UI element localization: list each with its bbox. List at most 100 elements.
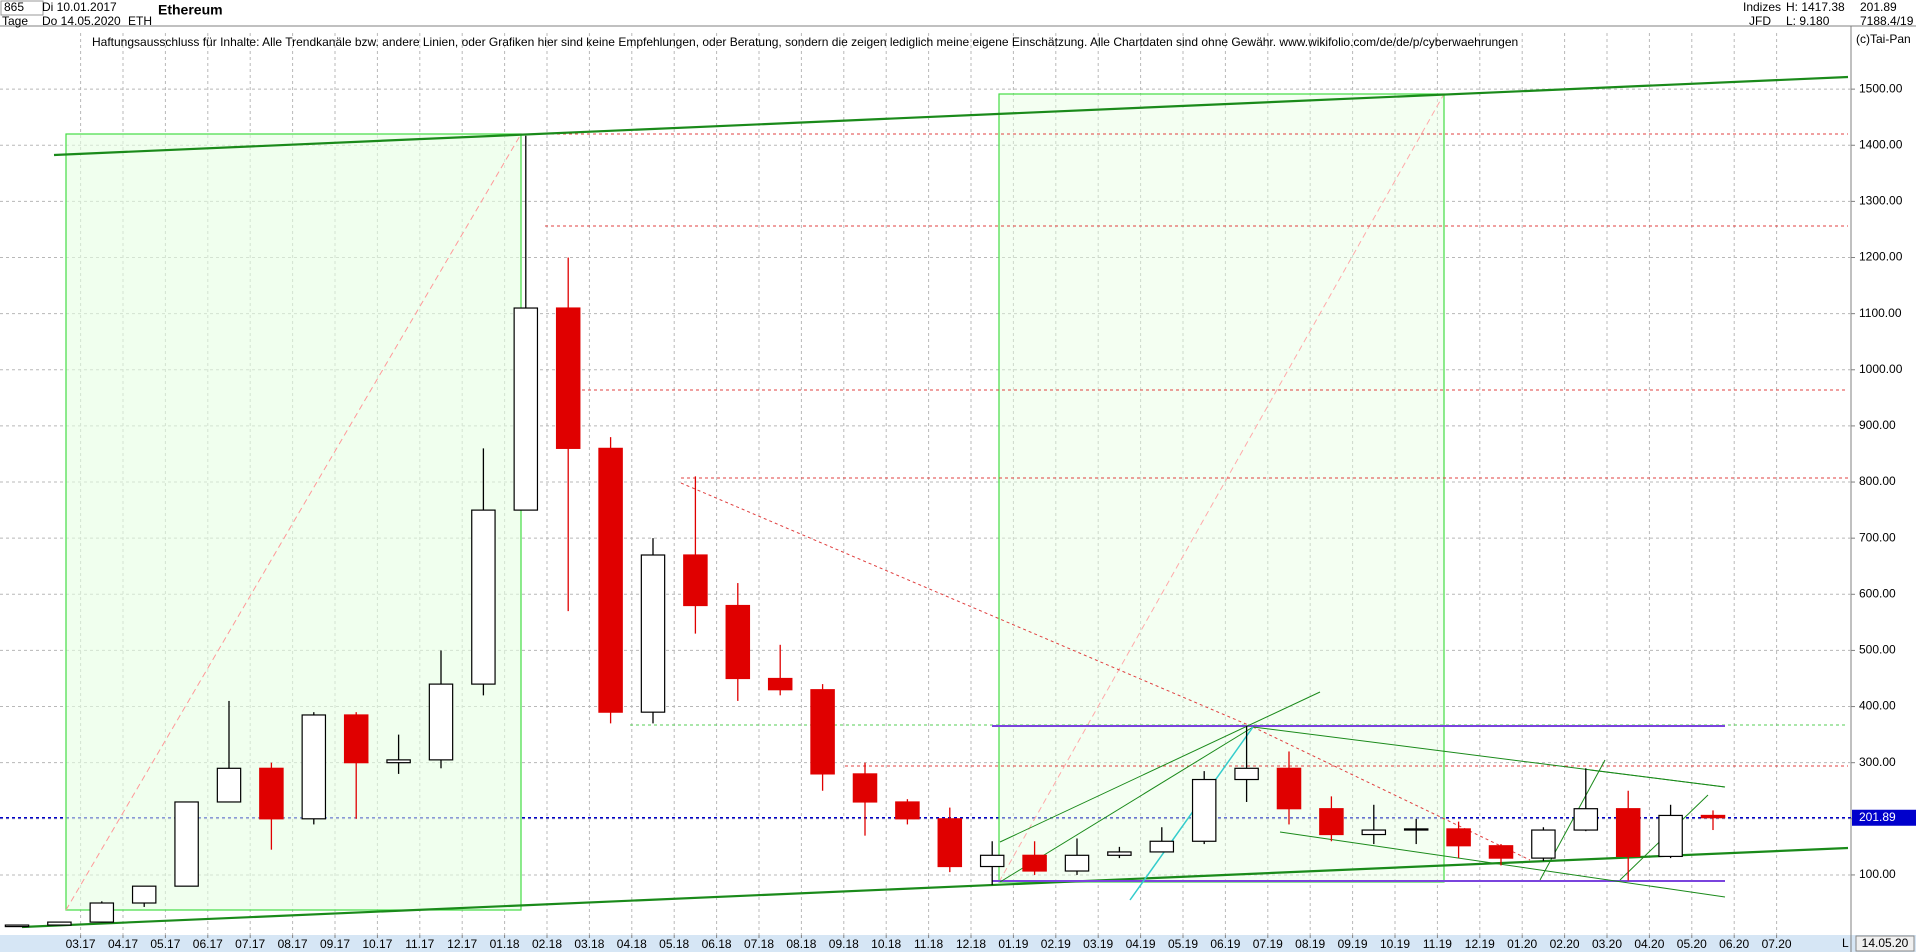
x-tick-label: 06.17 xyxy=(193,937,223,951)
candle-body xyxy=(979,854,1005,868)
candle-body xyxy=(1234,767,1259,781)
header-end: Do 14.05.2020 xyxy=(42,14,121,28)
range-box xyxy=(65,133,522,911)
y-tick-label: 1400.00 xyxy=(1859,137,1903,151)
candle-body xyxy=(1191,778,1217,842)
candle-body xyxy=(1700,814,1726,819)
y-tick-label: 1300.00 xyxy=(1859,194,1903,208)
x-tick-label: 12.17 xyxy=(447,937,477,951)
header-broker: JFD xyxy=(1749,14,1771,28)
date-marker: 14.05.20 xyxy=(1862,936,1909,950)
header-low: L: 9.180 xyxy=(1786,14,1830,28)
candle-body xyxy=(598,447,623,713)
x-tick-label: 07.18 xyxy=(744,937,774,951)
x-tick-label: 12.19 xyxy=(1465,937,1495,951)
header-code: 7188.4/19 xyxy=(1860,14,1914,28)
x-tick-label: 04.20 xyxy=(1634,937,1664,951)
header-id: 865 xyxy=(4,0,24,14)
x-tick-label: 05.17 xyxy=(150,937,180,951)
candle-body xyxy=(1403,828,1429,831)
candle-body xyxy=(343,714,369,764)
x-axis-band xyxy=(0,935,1916,952)
candle-body xyxy=(1446,828,1471,847)
candle-body xyxy=(683,554,708,607)
candle-body xyxy=(386,759,411,764)
x-tick-label: 01.19 xyxy=(998,937,1028,951)
candle-body xyxy=(937,818,963,868)
candle-body xyxy=(4,924,30,928)
x-tick-label: 03.20 xyxy=(1592,937,1622,951)
y-tick-label: 1000.00 xyxy=(1859,362,1903,376)
y-tick-label: 300.00 xyxy=(1859,755,1896,769)
y-tick-label: 1200.00 xyxy=(1859,250,1903,264)
x-tick-label: 04.18 xyxy=(617,937,647,951)
candle-body xyxy=(471,509,496,685)
x-tick-label: 08.18 xyxy=(786,937,816,951)
copyright: (c)Tai-Pan xyxy=(1856,32,1911,46)
x-tick-label: 03.18 xyxy=(574,937,604,951)
candle-body xyxy=(1488,845,1514,859)
x-tick-label: 05.20 xyxy=(1677,937,1707,951)
x-tick-label: 04.17 xyxy=(108,937,138,951)
candle-body xyxy=(1022,854,1047,872)
candle-body xyxy=(259,767,284,820)
x-tick-label: 02.20 xyxy=(1550,937,1580,951)
trend-line xyxy=(680,482,1254,728)
x-tick-label: 10.19 xyxy=(1380,937,1410,951)
id-box[interactable] xyxy=(0,0,44,16)
x-tick-label: 06.18 xyxy=(702,937,732,951)
candle-body xyxy=(1361,829,1387,836)
candle-body xyxy=(513,307,539,511)
date-marker-box xyxy=(1855,935,1915,952)
x-tick-label: 07.19 xyxy=(1253,937,1283,951)
x-tick-label: 11.17 xyxy=(405,937,434,951)
x-tick-label: 09.18 xyxy=(829,937,859,951)
header-last: 201.89 xyxy=(1860,0,1897,14)
x-tick-label: 02.18 xyxy=(532,937,562,951)
trend-line xyxy=(21,846,1849,929)
candle-body xyxy=(725,604,751,680)
x-tick-label: 05.18 xyxy=(659,937,689,951)
header-start: Di 10.01.2017 xyxy=(42,0,117,14)
x-tick-label: 01.18 xyxy=(490,937,520,951)
y-tick-label: 700.00 xyxy=(1859,530,1896,544)
candle-body xyxy=(1276,767,1302,810)
candle-body xyxy=(428,683,454,761)
candle-body xyxy=(131,885,157,904)
x-tick-label: 10.18 xyxy=(871,937,901,951)
candle-body xyxy=(174,801,199,887)
trend-line xyxy=(1589,769,1726,788)
candle-body xyxy=(1615,808,1641,858)
x-tick-label: 09.19 xyxy=(1338,937,1368,951)
trend-line xyxy=(1129,726,1254,901)
candle-body xyxy=(216,767,242,803)
x-tick-label: 03.17 xyxy=(66,937,96,951)
candle-body xyxy=(1107,851,1132,856)
candle-body xyxy=(47,921,72,926)
trend-line xyxy=(53,75,1849,157)
trend-line xyxy=(1539,759,1606,881)
x-tick-label: 08.17 xyxy=(278,937,308,951)
y-tick-label: 800.00 xyxy=(1859,474,1896,488)
candle-body xyxy=(1149,840,1175,853)
header-symbol: ETH xyxy=(128,14,152,28)
diagonal xyxy=(998,93,1445,883)
x-tick-label: 06.20 xyxy=(1719,937,1749,951)
candle-body xyxy=(640,554,666,713)
x-tick-label: 06.19 xyxy=(1210,937,1240,951)
x-tick-label: 03.19 xyxy=(1083,937,1113,951)
candle-body xyxy=(555,307,581,449)
candle-body xyxy=(1573,808,1599,831)
chart-title: Ethereum xyxy=(158,2,223,18)
candles xyxy=(4,135,1726,928)
x-tick-label: 07.20 xyxy=(1762,937,1792,951)
header-market: Indizes xyxy=(1743,0,1781,14)
trend-line xyxy=(999,691,1321,843)
x-tick-label: 01.20 xyxy=(1507,937,1537,951)
trend-line xyxy=(1279,831,1726,898)
header-high: H: 1417.38 xyxy=(1786,0,1845,14)
header-period[interactable]: Tage xyxy=(2,14,28,28)
y-tick-label: 400.00 xyxy=(1859,699,1896,713)
y-tick-label: 1500.00 xyxy=(1859,81,1903,95)
